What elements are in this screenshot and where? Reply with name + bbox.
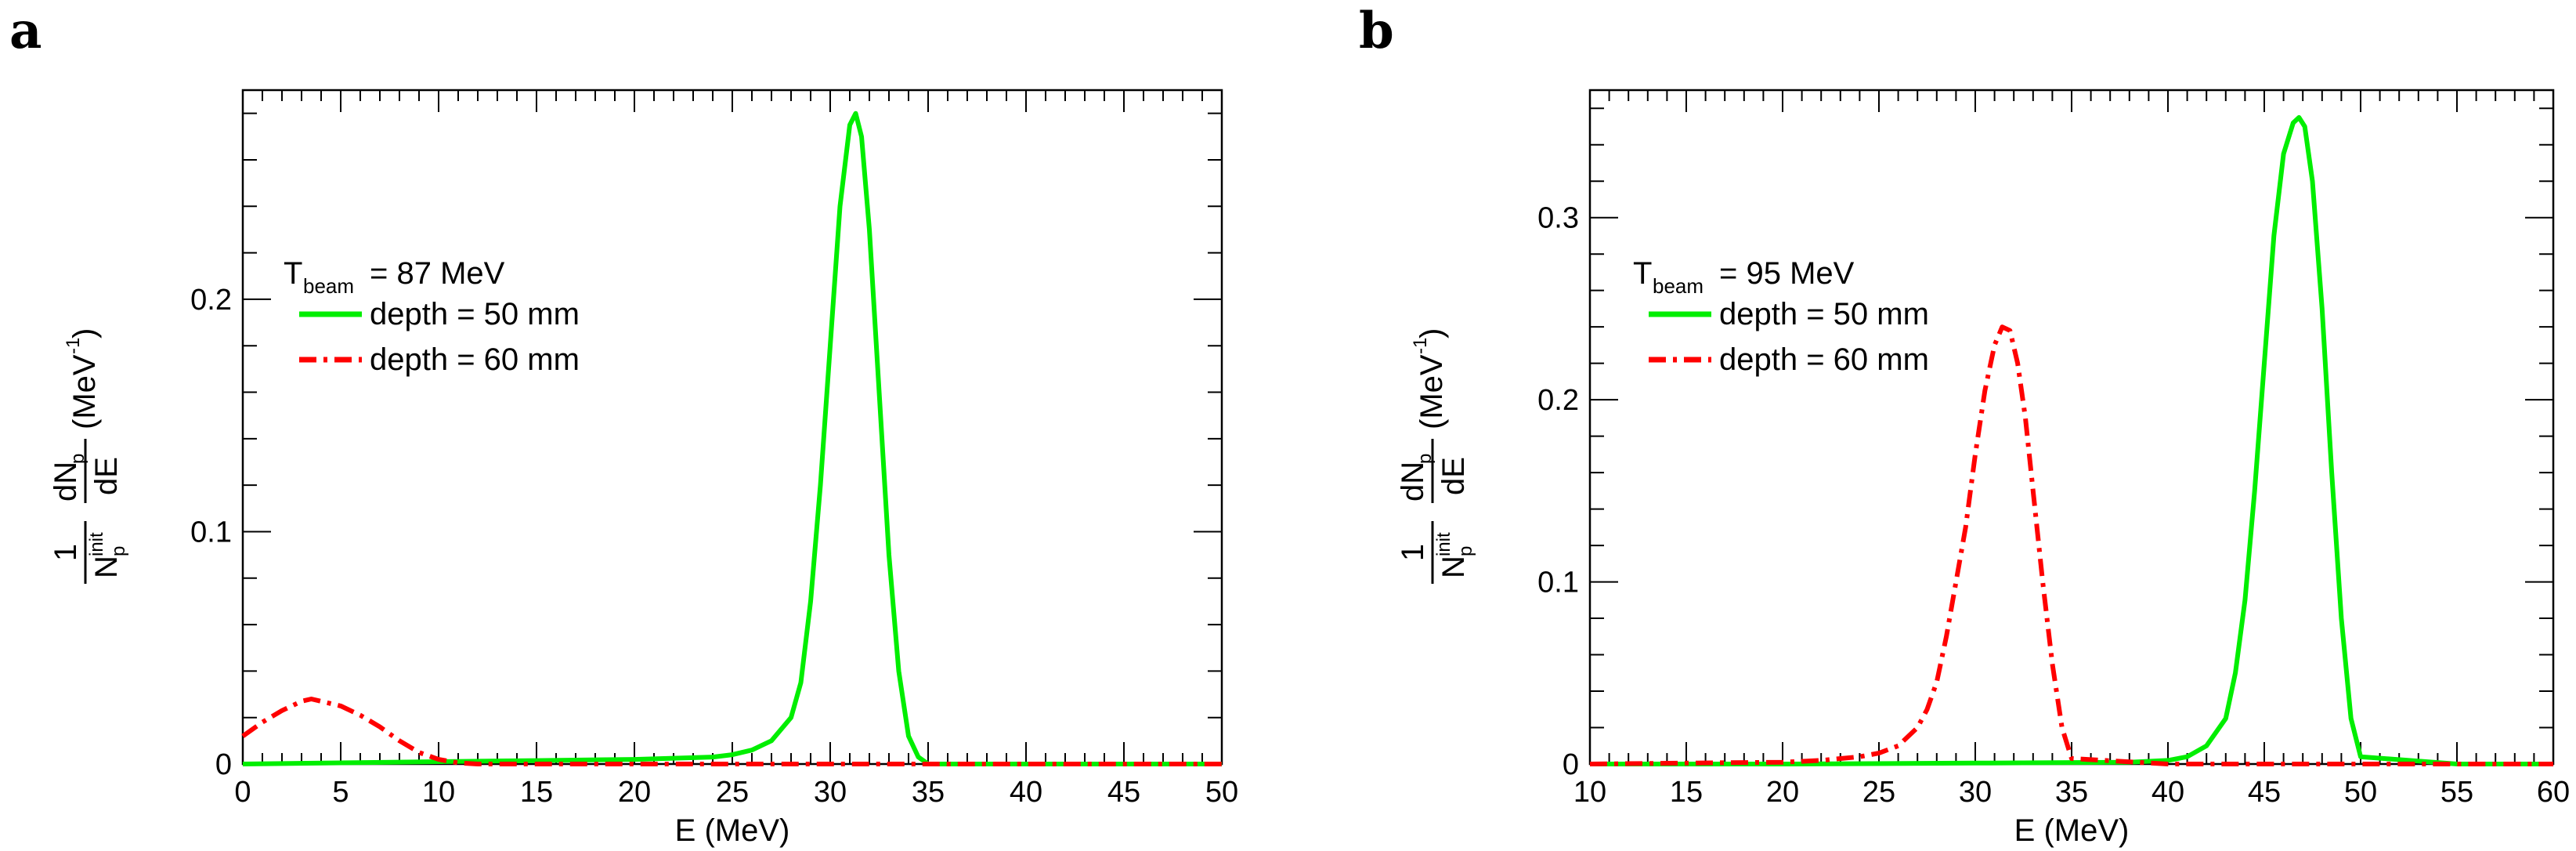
y-label-units: (MeV <box>1414 354 1449 429</box>
legend-label-depth-60mm: depth = 60 mm <box>1719 342 1929 377</box>
y-label-p-sub: p <box>108 546 129 556</box>
x-tick-label: 10 <box>422 776 455 809</box>
y-label-units-close: ) <box>1414 328 1449 339</box>
x-tick-label: 20 <box>1766 776 1799 809</box>
y-tick-label: 0.2 <box>1537 384 1579 417</box>
y-label-N: N <box>89 556 124 578</box>
legend-title-sub: beam <box>1653 274 1703 298</box>
plot-frame <box>241 89 1223 766</box>
y-label-dE: dE <box>89 457 124 495</box>
x-tick-label: 40 <box>1010 776 1042 809</box>
x-axis-label: E (MeV) <box>2014 813 2130 848</box>
x-tick-label: 55 <box>2441 776 2473 809</box>
y-label-numerator: 1 <box>1396 544 1430 561</box>
plot-frame <box>1588 89 2555 766</box>
y-label-units-close: ) <box>67 328 102 339</box>
y-tick-label: 0.1 <box>1537 567 1579 599</box>
x-axis-label: E (MeV) <box>675 813 790 848</box>
x-tick-label: 25 <box>1862 776 1895 809</box>
y-label-numerator: 1 <box>49 544 83 561</box>
legend-title-value: = 87 MeV <box>370 256 505 291</box>
chart-panel-a: 0 5 10 15 20 25 30 35 40 45 50 0 0.1 0.2 E (MeV) 1Ninit… <box>49 89 1238 848</box>
x-tick-label: 0 <box>234 776 251 809</box>
legend-title-T: T <box>284 256 302 291</box>
x-tick-label: 45 <box>2248 776 2281 809</box>
x-tick-label: 35 <box>912 776 945 809</box>
x-tick-label: 35 <box>2055 776 2088 809</box>
y-label-units-exp: -1 <box>63 338 84 354</box>
series-line-depth-60mm <box>241 697 1222 766</box>
x-tick-label: 25 <box>716 776 749 809</box>
y-label-dN-sub: p <box>1414 454 1436 464</box>
x-tick-label: 10 <box>1573 776 1606 809</box>
legend-title-value: = 95 MeV <box>1719 256 1855 291</box>
panel-label-a: a <box>9 2 42 60</box>
x-tick-label: 60 <box>2537 776 2570 809</box>
x-tick-label: 30 <box>814 776 847 809</box>
chart-panel-b: 10 15 20 25 30 35 40 45 50 55 60 0 0.1 0.2 0.3 E (MeV) 1… <box>1396 89 2570 848</box>
legend-label-depth-50mm: depth = 50 mm <box>370 297 580 331</box>
y-label-dN: dN <box>1396 462 1430 502</box>
x-tick-label: 50 <box>1205 776 1238 809</box>
y-tick-label: 0 <box>1563 748 1579 781</box>
legend-label-depth-60mm: depth = 60 mm <box>370 342 580 377</box>
legend-title-T: T <box>1633 256 1652 291</box>
y-label-units: (MeV <box>67 354 102 429</box>
panel-label-b: b <box>1359 2 1394 60</box>
x-tick-label: 45 <box>1107 776 1140 809</box>
legend-label-depth-50mm: depth = 50 mm <box>1719 297 1929 331</box>
y-label-init-sup: init <box>86 532 107 556</box>
y-label-init-sup: init <box>1433 532 1454 556</box>
y-label-dN-sub: p <box>67 454 89 464</box>
x-tick-label: 40 <box>2151 776 2184 809</box>
series-line-depth-50mm <box>1590 114 2553 766</box>
y-label-units-exp: -1 <box>1410 338 1431 354</box>
x-tick-label: 15 <box>1670 776 1703 809</box>
y-label-dN: dN <box>49 462 83 502</box>
y-tick-label: 0.1 <box>190 516 232 549</box>
series-line-depth-50mm <box>242 110 1222 766</box>
y-tick-label: 0.2 <box>190 284 232 317</box>
x-tick-label: 50 <box>2344 776 2377 809</box>
y-label-dE: dE <box>1436 457 1471 495</box>
series-line-depth-60mm <box>1589 324 2553 766</box>
y-tick-label: 0.3 <box>1537 202 1579 235</box>
legend-title-sub: beam <box>303 274 354 298</box>
x-tick-label: 15 <box>520 776 553 809</box>
x-tick-label: 5 <box>332 776 349 809</box>
x-tick-label: 20 <box>618 776 651 809</box>
x-tick-label: 30 <box>1959 776 1992 809</box>
y-tick-label: 0 <box>215 748 232 781</box>
y-label-p-sub: p <box>1455 546 1476 556</box>
y-label-N: N <box>1436 556 1471 578</box>
